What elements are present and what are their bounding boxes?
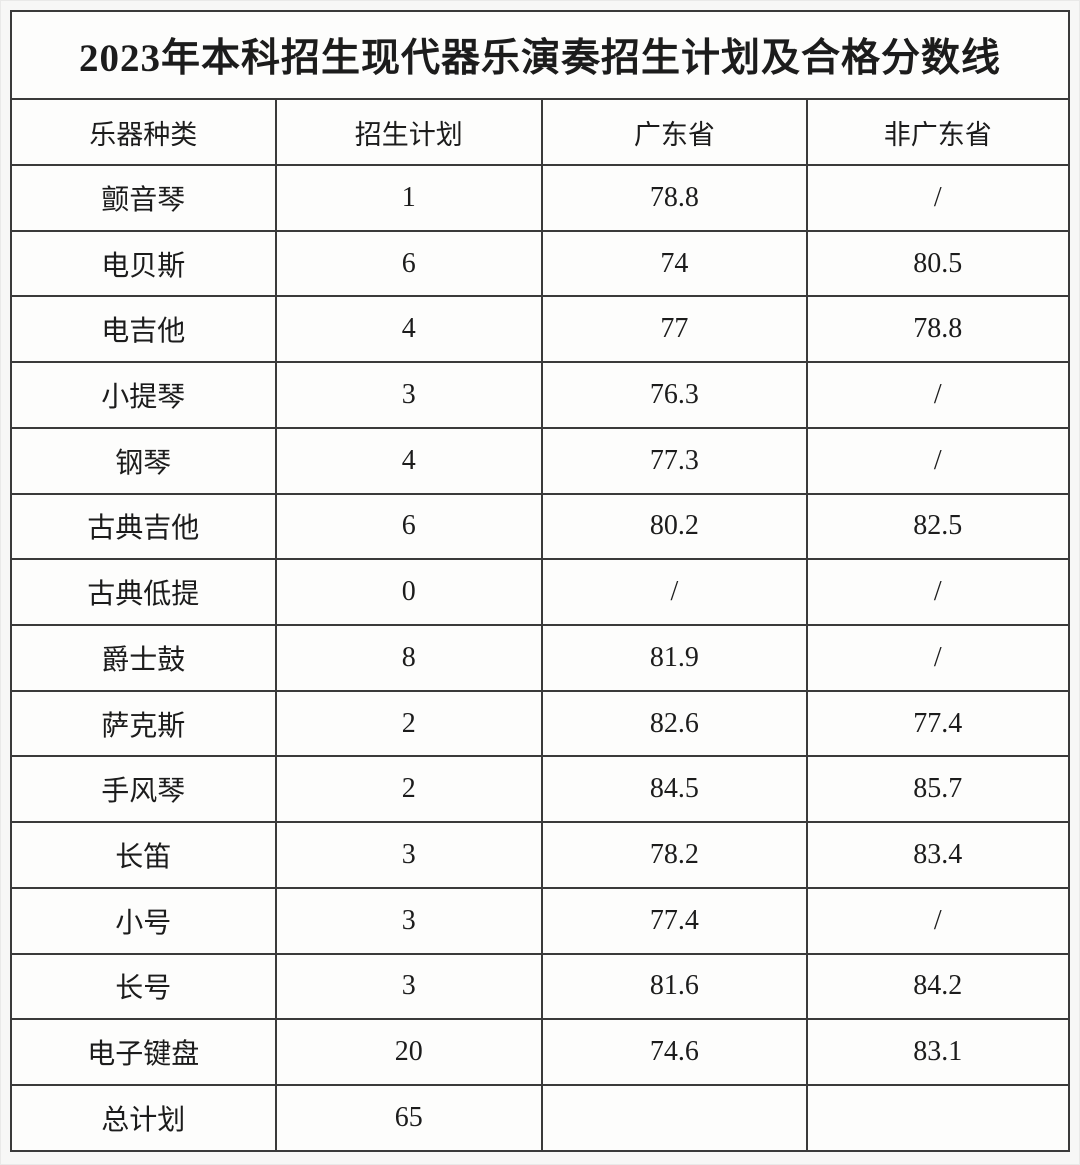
table-row: 古典吉他 6 80.2 82.5	[10, 492, 1071, 561]
table-title: 2023年本科招生现代器乐演奏招生计划及合格分数线	[10, 10, 1070, 100]
plan-cell: 1	[274, 164, 544, 232]
plan-cell: 3	[274, 361, 544, 429]
plan-cell: 65	[274, 1084, 544, 1152]
column-header-instrument: 乐器种类	[10, 98, 277, 166]
table-body: 颤音琴 1 78.8 / 电贝斯 6 74 80.5 电吉他 4 77 78.8	[10, 164, 1071, 1152]
table-row: 小号 3 77.4 /	[10, 886, 1071, 955]
instrument-cell: 电吉他	[10, 295, 277, 364]
plan-cell: 3	[274, 886, 544, 955]
instrument-cell: 爵士鼓	[10, 624, 277, 692]
non-guangdong-score-cell: /	[805, 558, 1071, 627]
guangdong-score-cell: 77.4	[541, 886, 808, 955]
non-guangdong-score-cell: /	[805, 886, 1071, 955]
guangdong-score-cell: 76.3	[541, 361, 808, 429]
admissions-table: 2023年本科招生现代器乐演奏招生计划及合格分数线 乐器种类 招生计划 广东省 …	[10, 10, 1071, 1152]
non-guangdong-score-cell: /	[805, 624, 1071, 692]
plan-cell: 0	[274, 558, 544, 627]
non-guangdong-score-cell: 83.4	[805, 821, 1071, 889]
guangdong-score-cell: /	[541, 558, 808, 627]
header-row: 乐器种类 招生计划 广东省 非广东省	[10, 98, 1071, 166]
guangdong-score-cell	[541, 1084, 808, 1152]
non-guangdong-score-cell: 80.5	[805, 229, 1071, 298]
instrument-cell: 古典低提	[10, 558, 277, 627]
guangdong-score-cell: 80.2	[541, 492, 808, 561]
table-row: 手风琴 2 84.5 85.7	[10, 755, 1071, 824]
guangdong-score-cell: 77.3	[541, 426, 808, 495]
non-guangdong-score-cell: /	[805, 164, 1071, 232]
non-guangdong-score-cell: 85.7	[805, 755, 1071, 824]
instrument-cell: 总计划	[10, 1084, 277, 1152]
instrument-cell: 小号	[10, 886, 277, 955]
instrument-cell: 古典吉他	[10, 492, 277, 561]
table-row: 电贝斯 6 74 80.5	[10, 229, 1071, 298]
plan-cell: 4	[274, 426, 544, 495]
table-row: 古典低提 0 / /	[10, 558, 1071, 627]
instrument-cell: 手风琴	[10, 755, 277, 824]
plan-cell: 8	[274, 624, 544, 692]
plan-cell: 3	[274, 821, 544, 889]
non-guangdong-score-cell: 84.2	[805, 952, 1071, 1021]
instrument-cell: 电贝斯	[10, 229, 277, 298]
guangdong-score-cell: 81.9	[541, 624, 808, 692]
instrument-cell: 长号	[10, 952, 277, 1021]
table-row: 长号 3 81.6 84.2	[10, 952, 1071, 1021]
guangdong-score-cell: 81.6	[541, 952, 808, 1021]
plan-cell: 4	[274, 295, 544, 364]
plan-cell: 6	[274, 492, 544, 561]
guangdong-score-cell: 74	[541, 229, 808, 298]
table-row: 颤音琴 1 78.8 /	[10, 164, 1071, 232]
column-header-plan: 招生计划	[274, 98, 544, 166]
guangdong-score-cell: 82.6	[541, 689, 808, 758]
table-row: 总计划 65	[10, 1084, 1071, 1152]
plan-cell: 3	[274, 952, 544, 1021]
guangdong-score-cell: 78.2	[541, 821, 808, 889]
instrument-cell: 电子键盘	[10, 1018, 277, 1087]
instrument-cell: 小提琴	[10, 361, 277, 429]
non-guangdong-score-cell	[805, 1084, 1071, 1152]
instrument-cell: 萨克斯	[10, 689, 277, 758]
plan-cell: 2	[274, 755, 544, 824]
guangdong-score-cell: 78.8	[541, 164, 808, 232]
title-row: 2023年本科招生现代器乐演奏招生计划及合格分数线	[10, 10, 1070, 100]
plan-cell: 2	[274, 689, 544, 758]
table-row: 小提琴 3 76.3 /	[10, 361, 1071, 429]
table-row: 萨克斯 2 82.6 77.4	[10, 689, 1071, 758]
instrument-cell: 钢琴	[10, 426, 277, 495]
plan-cell: 20	[274, 1018, 544, 1087]
plan-cell: 6	[274, 229, 544, 298]
instrument-cell: 长笛	[10, 821, 277, 889]
table-row: 长笛 3 78.2 83.4	[10, 821, 1071, 889]
non-guangdong-score-cell: /	[805, 426, 1071, 495]
non-guangdong-score-cell: 78.8	[805, 295, 1071, 364]
guangdong-score-cell: 74.6	[541, 1018, 808, 1087]
guangdong-score-cell: 77	[541, 295, 808, 364]
non-guangdong-score-cell: 77.4	[805, 689, 1071, 758]
table-row: 电吉他 4 77 78.8	[10, 295, 1071, 364]
column-header-guangdong: 广东省	[541, 98, 808, 166]
instrument-cell: 颤音琴	[10, 164, 277, 232]
table-row: 爵士鼓 8 81.9 /	[10, 624, 1071, 692]
column-header-non-guangdong: 非广东省	[805, 98, 1071, 166]
table-row: 电子键盘 20 74.6 83.1	[10, 1018, 1071, 1087]
guangdong-score-cell: 84.5	[541, 755, 808, 824]
non-guangdong-score-cell: /	[805, 361, 1071, 429]
non-guangdong-score-cell: 82.5	[805, 492, 1071, 561]
table-row: 钢琴 4 77.3 /	[10, 426, 1071, 495]
non-guangdong-score-cell: 83.1	[805, 1018, 1071, 1087]
